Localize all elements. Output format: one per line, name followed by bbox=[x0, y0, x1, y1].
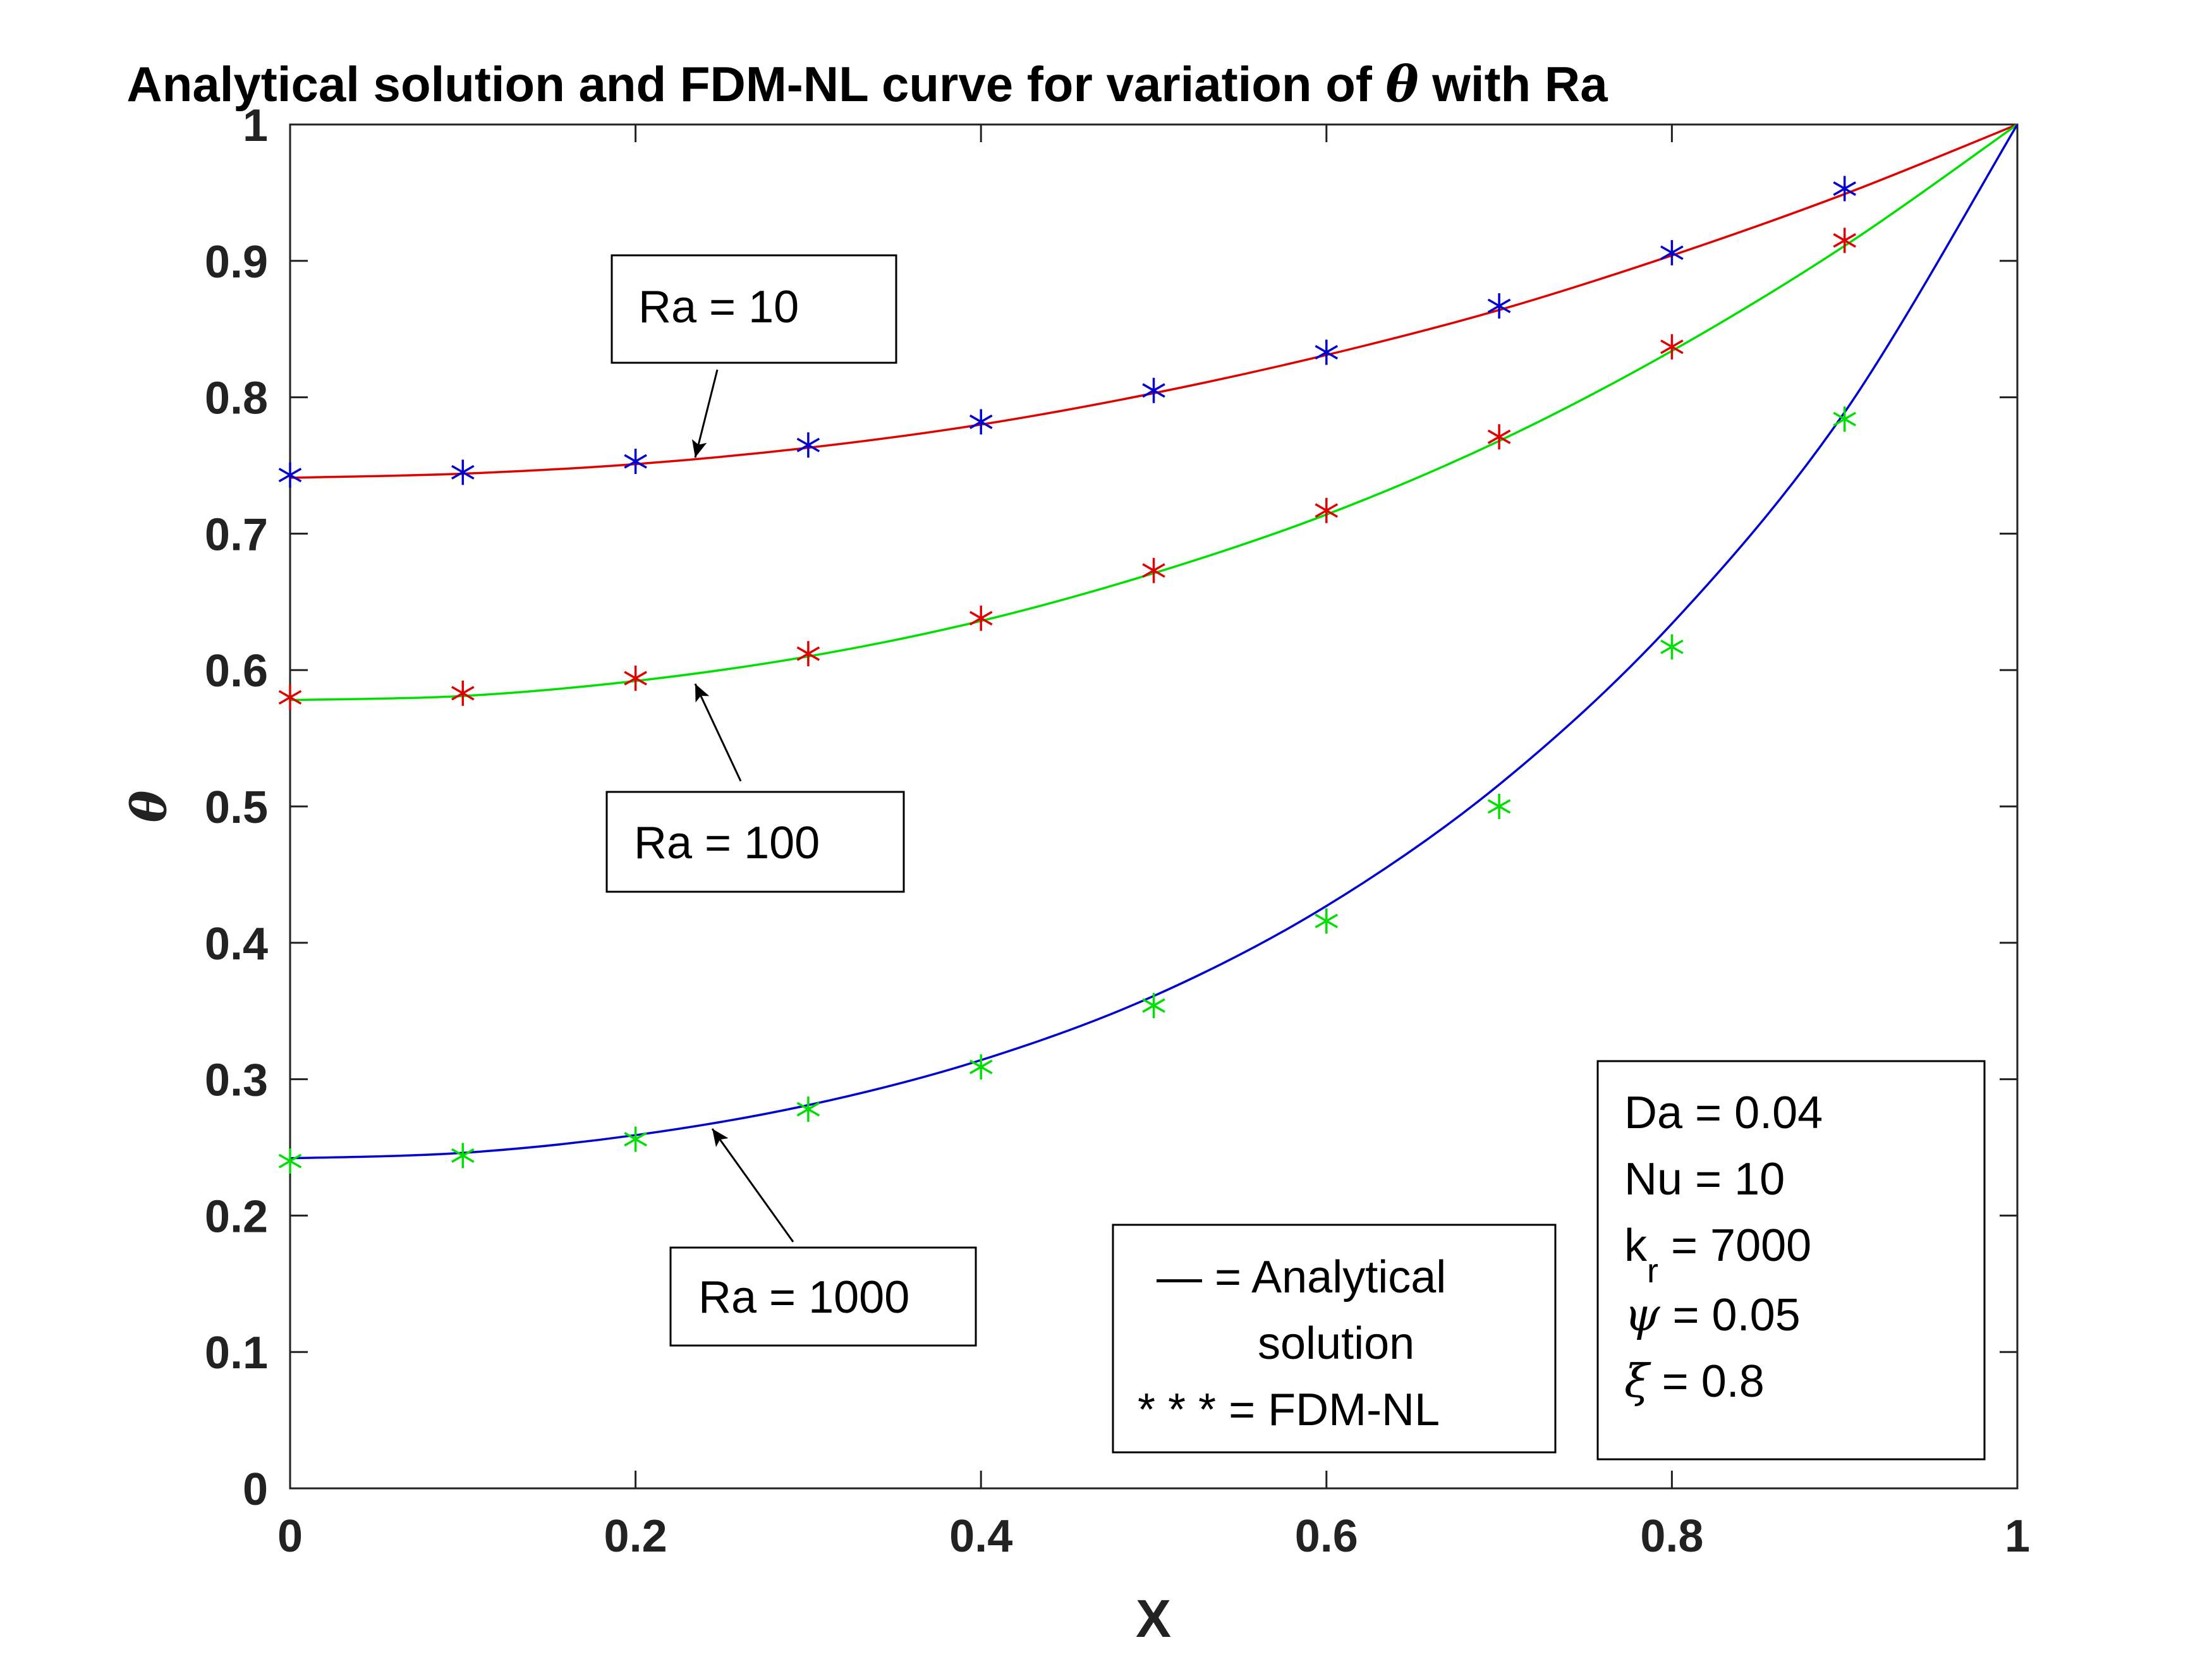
parameters-box: Da = 0.04 Nu = 10 kr = 7000 ψ = 0.05 ξ =… bbox=[1596, 1060, 1986, 1461]
fdm-marker-3 bbox=[1487, 794, 1511, 819]
annotation-ra-10: Ra = 10 bbox=[611, 254, 897, 458]
y-tick-label: 1 bbox=[243, 100, 268, 151]
y-tick-label: 0.1 bbox=[205, 1328, 268, 1378]
fdm-marker-3 bbox=[624, 1126, 647, 1152]
fdm-marker-2 bbox=[278, 684, 302, 710]
annotation-arrow-ra-10 bbox=[691, 369, 719, 458]
fdm-marker-3 bbox=[969, 1054, 993, 1080]
fdm-marker-1 bbox=[1660, 240, 1684, 265]
y-tick-label: 0.4 bbox=[205, 919, 268, 969]
fdm-marker-3 bbox=[451, 1143, 475, 1169]
fdm-marker-3 bbox=[278, 1148, 302, 1174]
fdm-marker-2 bbox=[1315, 497, 1339, 523]
legend-analytical: — = Analytical bbox=[1157, 1252, 1446, 1303]
fdm-marker-3 bbox=[1142, 993, 1165, 1019]
x-axis-label: X bbox=[1136, 1589, 1171, 1648]
y-tick-label: 0.5 bbox=[205, 782, 268, 833]
y-tick-label: 0 bbox=[243, 1464, 268, 1515]
annotation-arrow-ra-100 bbox=[694, 683, 742, 782]
svg-text:Ra = 10: Ra = 10 bbox=[638, 282, 799, 332]
param-psi: ψ = 0.05 bbox=[1624, 1288, 1801, 1341]
fdm-marker-1 bbox=[278, 462, 302, 488]
y-tick-label: 0.9 bbox=[205, 237, 268, 288]
fdm-marker-3 bbox=[1833, 406, 1856, 432]
fdm-markers bbox=[278, 176, 1856, 1174]
fdm-marker-1 bbox=[624, 449, 647, 475]
y-tick-label: 0.7 bbox=[205, 509, 268, 560]
fdm-marker-2 bbox=[1660, 334, 1684, 360]
fdm-marker-3 bbox=[1660, 634, 1684, 660]
fdm-marker-2 bbox=[1142, 557, 1165, 583]
analytical-line-2 bbox=[289, 123, 2019, 702]
y-tick-labels: 0 0.1 0.2 0.3 0.4 0.5 0.6 0.7 0.8 0.9 1 bbox=[205, 100, 268, 1515]
fdm-marker-1 bbox=[1833, 176, 1856, 202]
param-nu: Nu = 10 bbox=[1624, 1154, 1785, 1205]
fdm-marker-2 bbox=[624, 665, 647, 691]
param-da: Da = 0.04 bbox=[1624, 1088, 1823, 1138]
x-tick-label: 0.2 bbox=[604, 1511, 667, 1562]
y-tick-label: 0.6 bbox=[205, 646, 268, 696]
x-tick-label: 0.8 bbox=[1640, 1511, 1703, 1562]
svg-text:Ra = 100: Ra = 100 bbox=[634, 818, 820, 868]
annotation-ra-1000: Ra = 1000 bbox=[669, 1128, 977, 1347]
x-tick-label: 0.4 bbox=[949, 1511, 1012, 1562]
x-tick-labels: 0 0.2 0.4 0.6 0.8 1 bbox=[277, 1511, 2030, 1562]
fdm-marker-2 bbox=[796, 641, 820, 667]
fdm-marker-2 bbox=[1487, 424, 1511, 450]
annotation-ra-100: Ra = 100 bbox=[605, 683, 905, 893]
fdm-marker-1 bbox=[451, 459, 475, 485]
y-tick-label: 0.2 bbox=[205, 1191, 268, 1242]
y-tick-label: 0.3 bbox=[205, 1055, 268, 1106]
legend-solution: solution bbox=[1258, 1318, 1414, 1369]
svg-text:Ra = 1000: Ra = 1000 bbox=[698, 1272, 909, 1323]
fdm-marker-3 bbox=[796, 1097, 820, 1122]
fdm-marker-1 bbox=[1315, 339, 1339, 365]
fdm-marker-2 bbox=[451, 680, 475, 706]
x-tick-label: 0.6 bbox=[1295, 1511, 1358, 1562]
fdm-marker-3 bbox=[1315, 908, 1339, 934]
fdm-marker-1 bbox=[969, 409, 993, 435]
fdm-marker-1 bbox=[796, 432, 820, 458]
fdm-marker-1 bbox=[1142, 377, 1165, 403]
x-tick-label: 0 bbox=[277, 1511, 303, 1562]
analytical-line-3 bbox=[289, 124, 2019, 1160]
param-xi: ξ = 0.8 bbox=[1624, 1354, 1765, 1407]
legend-fdm: * * * = FDM-NL bbox=[1138, 1385, 1440, 1435]
fdm-marker-2 bbox=[969, 605, 993, 631]
y-axis-label: θ bbox=[121, 790, 177, 822]
y-tick-label: 0.8 bbox=[205, 374, 268, 424]
chart-title: Analytical solution and FDM-NL curve for… bbox=[126, 56, 1608, 113]
fdm-marker-1 bbox=[1487, 293, 1511, 319]
axis-ticks bbox=[289, 123, 2019, 1490]
x-tick-label: 1 bbox=[2005, 1511, 2030, 1562]
annotation-arrow-ra-1000 bbox=[711, 1128, 794, 1243]
param-kr: kr = 7000 bbox=[1624, 1220, 1811, 1290]
legend-box: — = Analytical solution * * * = FDM-NL bbox=[1112, 1224, 1557, 1454]
fdm-marker-2 bbox=[1833, 228, 1856, 253]
